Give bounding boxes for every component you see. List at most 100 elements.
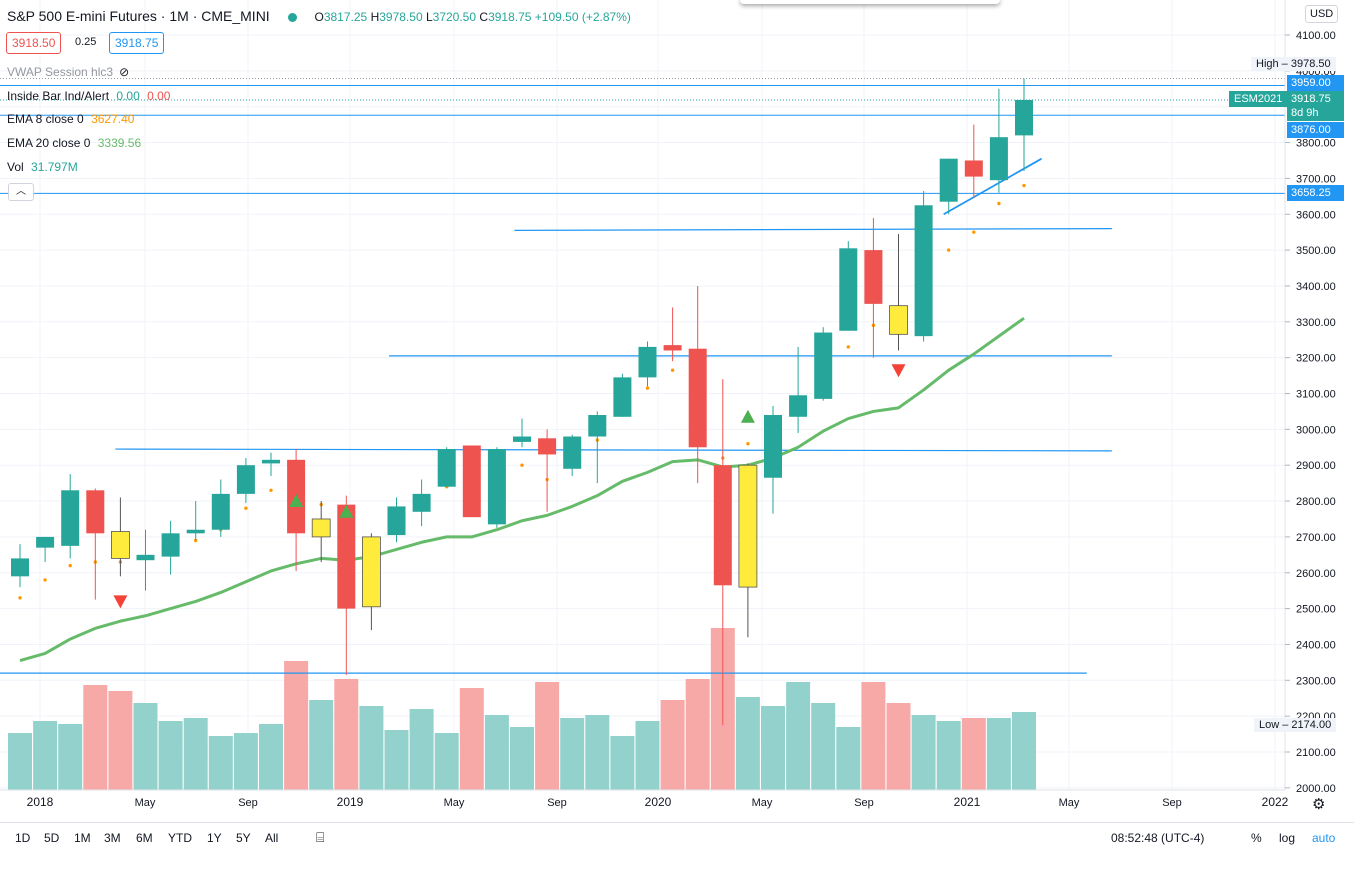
auto-toggle[interactable]: auto bbox=[1312, 831, 1336, 845]
price-chart[interactable]: 4100.004000.003900.003800.003700.003600.… bbox=[0, 0, 1354, 822]
volume-bar bbox=[309, 700, 334, 790]
candle bbox=[1015, 78, 1033, 172]
candle bbox=[613, 373, 632, 417]
volume-bar bbox=[510, 727, 534, 790]
candle bbox=[161, 520, 180, 575]
trend-line bbox=[943, 157, 1043, 216]
volume-bar bbox=[434, 733, 459, 790]
trend-line bbox=[115, 448, 1112, 452]
volume-bar bbox=[811, 703, 836, 790]
range-5d[interactable]: 5D bbox=[44, 831, 60, 845]
candle-body bbox=[989, 137, 1008, 181]
spread-value: 0.25 bbox=[75, 36, 97, 48]
volume-bar bbox=[183, 718, 208, 790]
range-3m[interactable]: 3M bbox=[104, 831, 121, 845]
volume-bar bbox=[158, 721, 183, 790]
symbol-title[interactable]: S&P 500 E-mini Futures · 1M · CME_MINI bbox=[7, 8, 270, 24]
candle bbox=[236, 458, 255, 503]
candle-body bbox=[563, 436, 582, 469]
legend-volume[interactable]: Vol 31.797M bbox=[7, 160, 78, 174]
price-tick-label: 2100.00 bbox=[1296, 747, 1336, 759]
legend-ema20[interactable]: EMA 20 close 0 3339.56 bbox=[7, 136, 142, 150]
candle bbox=[437, 447, 456, 487]
candle bbox=[563, 434, 582, 476]
legend-ema8[interactable]: EMA 8 close 0 3627.40 bbox=[7, 112, 135, 126]
ema8-dot bbox=[997, 201, 1001, 206]
range-5y[interactable]: 5Y bbox=[236, 831, 251, 845]
candle bbox=[387, 497, 406, 543]
candle bbox=[136, 529, 155, 591]
range-1d[interactable]: 1D bbox=[15, 831, 31, 845]
candle bbox=[287, 449, 306, 571]
volume-bar bbox=[635, 721, 660, 790]
volume-bar bbox=[986, 718, 1011, 790]
candle bbox=[337, 495, 356, 675]
candle-body bbox=[1015, 99, 1033, 136]
candle bbox=[462, 445, 481, 518]
collapse-legend-button[interactable]: ︿ bbox=[8, 183, 34, 201]
range-6m[interactable]: 6M bbox=[136, 831, 153, 845]
candle bbox=[663, 307, 682, 362]
candle-body bbox=[914, 205, 933, 337]
candle bbox=[989, 88, 1008, 193]
clock[interactable]: 08:52:48 (UTC-4) bbox=[1111, 831, 1205, 845]
price-tick-label: 2900.00 bbox=[1296, 460, 1336, 472]
volume-bar bbox=[836, 727, 861, 790]
legend-vwap[interactable]: VWAP Session hlc3 ⊘ bbox=[7, 65, 130, 79]
candle-body bbox=[86, 490, 105, 534]
candle-body bbox=[11, 558, 29, 577]
volume-bar bbox=[786, 682, 811, 790]
candle-body bbox=[764, 415, 782, 478]
ema20-polyline bbox=[19, 316, 1025, 663]
legend-inside-bar[interactable]: Inside Bar Ind/Alert 0.00 0.00 bbox=[7, 89, 171, 103]
volume-bar bbox=[961, 718, 986, 790]
line-label-3876: 3876.00 bbox=[1287, 122, 1344, 138]
time-tick-label: 2020 bbox=[645, 795, 672, 809]
candle bbox=[688, 285, 707, 484]
price-tick-label: 2700.00 bbox=[1296, 532, 1336, 544]
ema8-dot bbox=[244, 506, 248, 510]
currency-button[interactable]: USD bbox=[1305, 5, 1339, 23]
candle-body bbox=[111, 531, 130, 559]
volume-bar bbox=[259, 724, 283, 790]
calendar-range-icon[interactable]: ⌸ bbox=[316, 829, 325, 845]
bottom-toolbar: 1D 5D 1M 3M 6M YTD 1Y 5Y All ⌸ 08:52:48 … bbox=[0, 822, 1354, 854]
eye-hidden-icon[interactable]: ⊘ bbox=[119, 65, 130, 79]
sell-button[interactable]: 3918.50 bbox=[6, 32, 62, 54]
candle-body bbox=[864, 250, 883, 304]
horizontal-lines bbox=[0, 78, 1285, 194]
line-label-3959: 3959.00 bbox=[1287, 75, 1344, 91]
range-1y[interactable]: 1Y bbox=[207, 831, 222, 845]
candle bbox=[86, 488, 105, 600]
candle-body bbox=[186, 529, 205, 534]
time-tick-label: 2018 bbox=[27, 795, 54, 809]
candle-body bbox=[437, 449, 456, 487]
candle bbox=[186, 501, 205, 541]
candle-body bbox=[513, 436, 531, 442]
price-tick-label: 3200.00 bbox=[1296, 353, 1336, 365]
range-ytd[interactable]: YTD bbox=[168, 831, 192, 845]
percent-toggle[interactable]: % bbox=[1251, 831, 1262, 845]
range-all[interactable]: All bbox=[265, 831, 279, 845]
chart-header: S&P 500 E-mini Futures · 1M · CME_MINI O… bbox=[7, 8, 631, 24]
candle-body bbox=[311, 518, 331, 538]
time-tick-label: May bbox=[1059, 797, 1080, 809]
log-toggle[interactable]: log bbox=[1279, 831, 1296, 845]
high-marker: High – 3978.50 bbox=[1251, 57, 1336, 71]
range-1m[interactable]: 1M bbox=[74, 831, 91, 845]
candle bbox=[914, 190, 933, 342]
ema8-dot bbox=[947, 248, 951, 252]
candle bbox=[513, 418, 531, 448]
volume-bar bbox=[911, 715, 936, 790]
buy-button[interactable]: 3918.75 bbox=[109, 32, 165, 54]
chevron-up-icon: ︿ bbox=[16, 186, 26, 197]
candle bbox=[538, 429, 557, 512]
trend-line bbox=[514, 227, 1112, 231]
candle-body bbox=[538, 438, 557, 455]
candle bbox=[738, 463, 758, 638]
candles bbox=[11, 78, 1033, 726]
price-tick-label: 3700.00 bbox=[1296, 173, 1336, 185]
gear-icon[interactable]: ⚙ bbox=[1312, 796, 1326, 813]
price-tick-label: 3000.00 bbox=[1296, 424, 1336, 436]
ema8-dot bbox=[972, 230, 976, 234]
